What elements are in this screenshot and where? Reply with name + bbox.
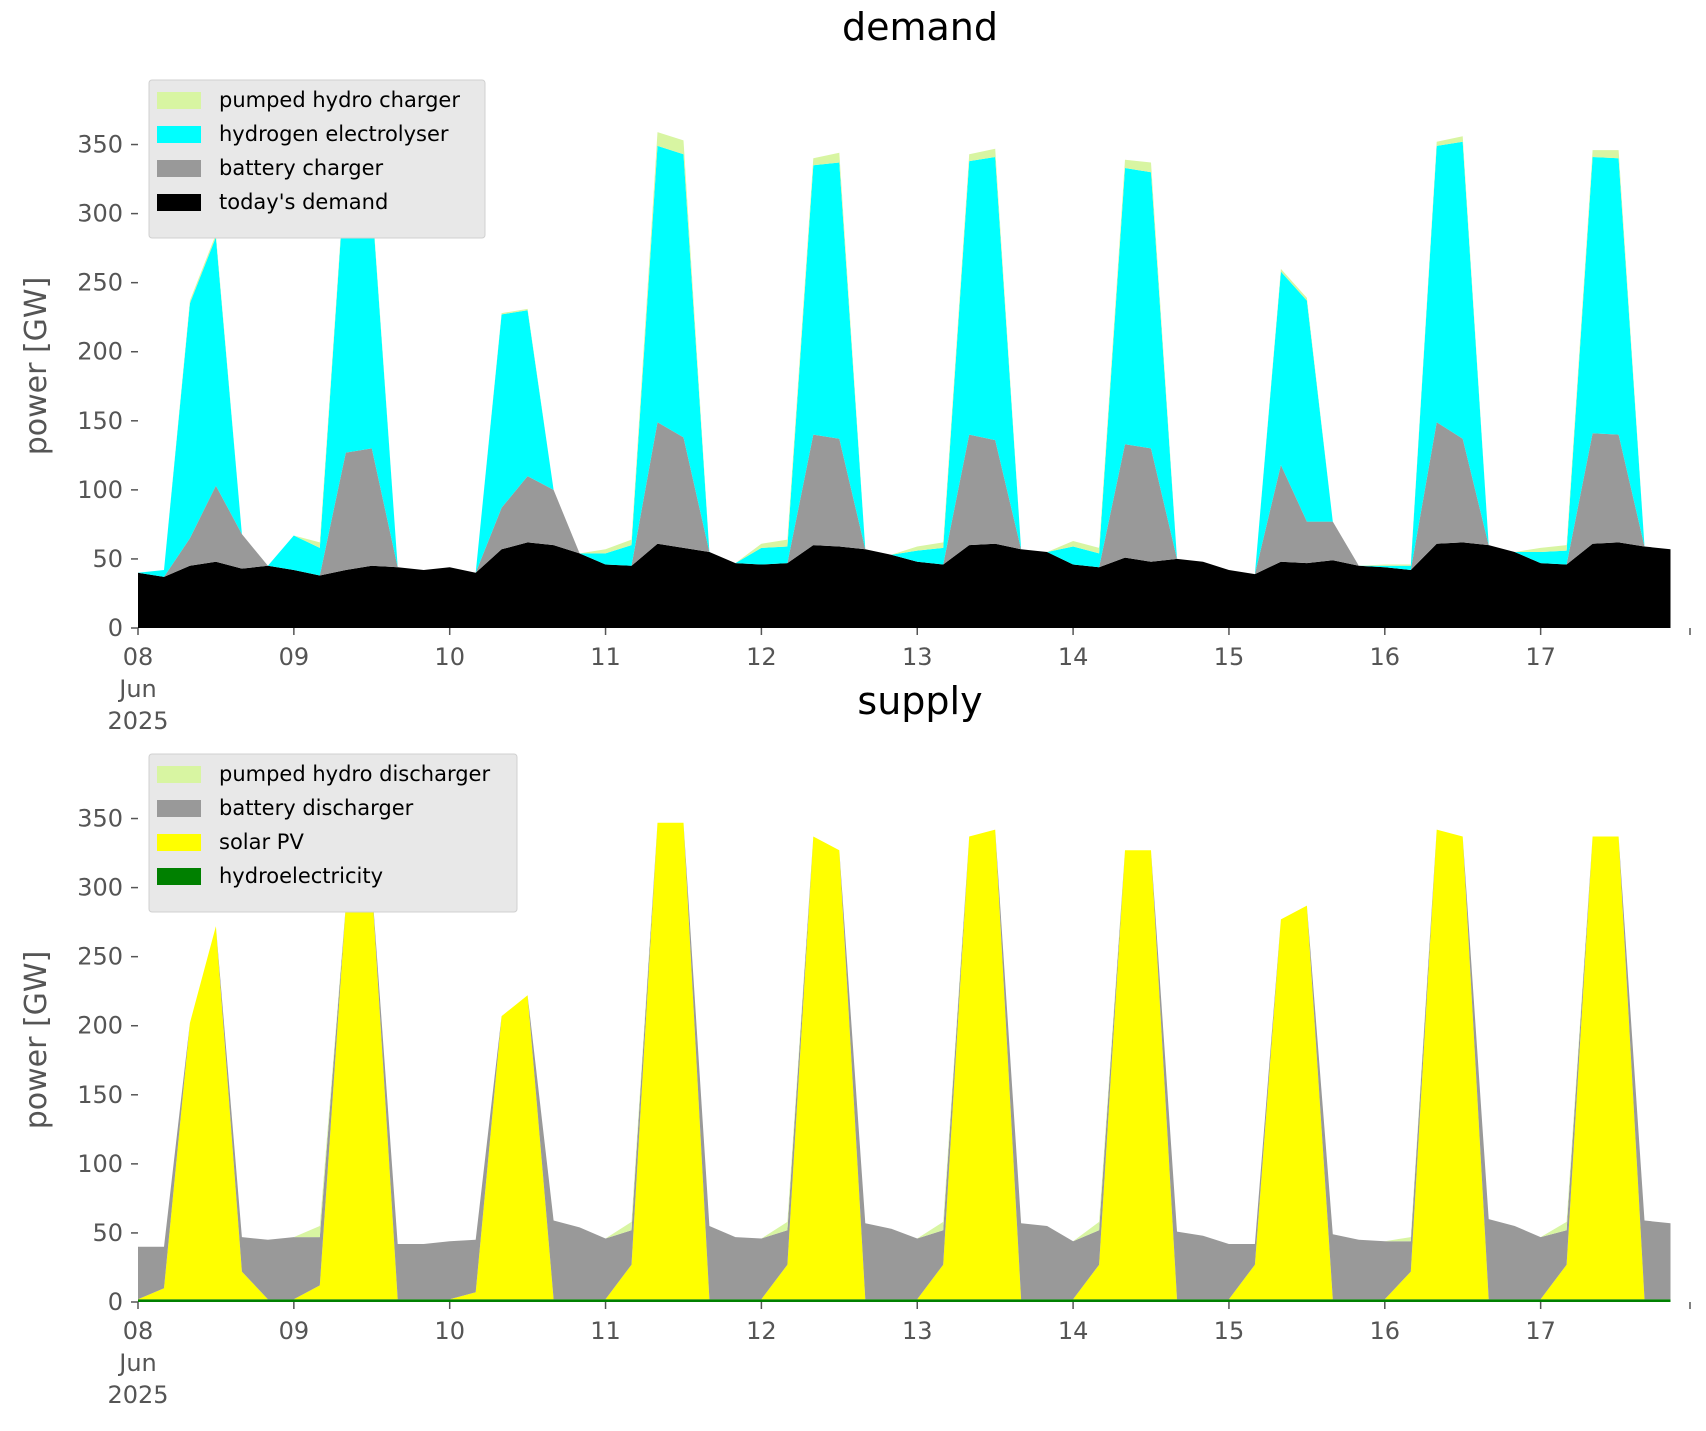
area-battery-discharger — [138, 822, 1671, 1300]
legend: pumped hydro discharger battery discharge… — [148, 753, 518, 913]
legend-swatch — [157, 92, 201, 109]
legend-label: today's demand — [219, 190, 388, 214]
legend-label: battery charger — [219, 156, 384, 180]
legend-label: battery discharger — [219, 796, 414, 820]
legend-label: pumped hydro discharger — [219, 762, 490, 786]
y-tick-label: 100 — [77, 476, 123, 504]
legend-swatch — [157, 126, 201, 143]
y-tick-label: 200 — [77, 1012, 123, 1040]
legend-swatch — [157, 160, 201, 177]
y-axis-label: power [GW] — [19, 277, 54, 456]
legend-box — [148, 79, 486, 239]
series-areas — [138, 132, 1671, 628]
x-tick-label: 2025 — [107, 707, 168, 735]
y-tick-label: 50 — [92, 545, 123, 573]
x-tick-label: 11 — [590, 1317, 621, 1345]
legend-label: pumped hydro charger — [219, 88, 460, 112]
area-solar-pv — [138, 822, 1671, 1300]
area-battery-charger — [138, 422, 1671, 577]
area-today-s-demand — [138, 542, 1671, 628]
demand-panel: demand 0 50 100 150 200 250 300 350 power [GW] 08 J… — [19, 5, 1691, 735]
y-tick-label: 100 — [77, 1150, 123, 1178]
y-tick-label: 250 — [77, 269, 123, 297]
legend-swatch — [157, 834, 201, 851]
x-tick-label: 16 — [1370, 643, 1401, 671]
x-tick-label: 10 — [434, 1317, 465, 1345]
chart-title: demand — [842, 5, 998, 49]
y-tick-label: 300 — [77, 200, 123, 228]
supply-panel: supply 0 50 100 150 200 250 300 350 power [GW] 08 J… — [19, 679, 1691, 1409]
x-tick-label: 12 — [746, 643, 777, 671]
x-tick-label: 13 — [902, 643, 933, 671]
series-areas — [138, 822, 1671, 1302]
x-tick-label: Jun — [117, 1349, 157, 1377]
y-tick-label: 350 — [77, 805, 123, 833]
x-tick-label: 12 — [746, 1317, 777, 1345]
x-tick-label: 16 — [1370, 1317, 1401, 1345]
legend-label: solar PV — [219, 830, 304, 854]
chart-title: supply — [857, 679, 982, 723]
x-tick-label: Jun — [117, 675, 157, 703]
x-tick-label: 14 — [1058, 643, 1089, 671]
x-tick-label: 13 — [902, 1317, 933, 1345]
y-tick-label: 0 — [108, 614, 123, 642]
x-tick-label: 10 — [434, 643, 465, 671]
x-tick-label: 09 — [279, 1317, 310, 1345]
x-tick-label: 17 — [1525, 643, 1556, 671]
x-tick-label: 14 — [1058, 1317, 1089, 1345]
legend-box — [148, 753, 518, 913]
legend-swatch — [157, 868, 201, 885]
y-tick-label: 0 — [108, 1288, 123, 1316]
area-hydrogen-electrolyser — [138, 141, 1671, 577]
y-tick-label: 50 — [92, 1219, 123, 1247]
y-axis-label: power [GW] — [19, 951, 54, 1130]
x-tick-label: 08 — [123, 643, 154, 671]
y-tick-label: 150 — [77, 407, 123, 435]
area-hydroelectricity — [138, 1299, 1671, 1302]
legend-swatch — [157, 194, 201, 211]
legend: pumped hydro charger hydrogen electrolyse… — [148, 79, 486, 239]
x-tick-label: 2025 — [107, 1381, 168, 1409]
legend-label: hydrogen electrolyser — [219, 122, 449, 146]
y-tick-label: 200 — [77, 338, 123, 366]
y-tick-label: 250 — [77, 943, 123, 971]
x-tick-label: 15 — [1214, 1317, 1245, 1345]
legend-swatch — [157, 800, 201, 817]
x-tick-label: 09 — [279, 643, 310, 671]
x-tick-label: 08 — [123, 1317, 154, 1345]
x-tick-label: 11 — [590, 643, 621, 671]
y-tick-label: 300 — [77, 874, 123, 902]
legend-swatch — [157, 766, 201, 783]
y-tick-label: 350 — [77, 131, 123, 159]
legend-label: hydroelectricity — [219, 864, 383, 888]
x-tick-label: 17 — [1525, 1317, 1556, 1345]
x-tick-label: 15 — [1214, 643, 1245, 671]
y-tick-label: 150 — [77, 1081, 123, 1109]
